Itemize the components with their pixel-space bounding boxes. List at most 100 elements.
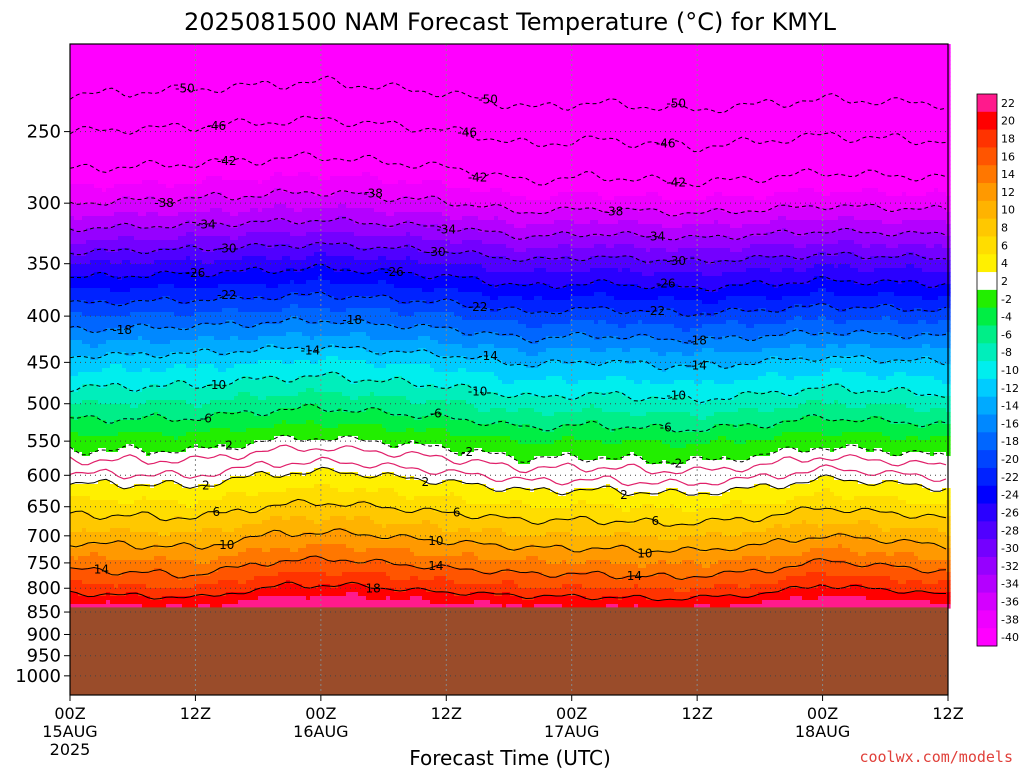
field-cell [118, 272, 123, 277]
field-cell [150, 572, 155, 577]
field-cell [142, 228, 147, 233]
field-cell [166, 328, 171, 333]
field-cell [182, 156, 187, 161]
field-cell [154, 344, 159, 349]
field-cell [86, 500, 91, 505]
field-cell [186, 240, 191, 245]
field-cell [146, 144, 151, 149]
field-cell [114, 96, 119, 101]
field-cell [118, 424, 123, 429]
field-cell [146, 348, 151, 353]
field-cell [190, 84, 195, 89]
field-cell [122, 404, 127, 409]
field-cell [138, 64, 143, 69]
field-cell [86, 380, 91, 385]
field-cell [138, 244, 143, 249]
field-cell [158, 456, 163, 461]
field-cell [118, 116, 123, 121]
field-cell [158, 200, 163, 205]
field-cell [70, 248, 75, 253]
field-cell [206, 52, 211, 57]
field-cell [154, 224, 159, 229]
field-cell [78, 316, 83, 321]
field-cell [134, 500, 139, 505]
field-cell [90, 228, 95, 233]
field-cell [118, 268, 123, 273]
field-cell [170, 200, 175, 205]
field-cell [114, 340, 119, 345]
field-cell [114, 384, 119, 389]
field-cell [146, 232, 151, 237]
field-cell [166, 416, 171, 421]
field-cell [70, 460, 75, 465]
field-cell [154, 580, 159, 585]
field-cell [114, 120, 119, 125]
field-cell [122, 336, 127, 341]
field-cell [122, 504, 127, 509]
field-cell [150, 208, 155, 213]
field-cell [130, 160, 135, 165]
field-cell [74, 464, 79, 469]
field-cell [130, 464, 135, 469]
field-cell [86, 204, 91, 209]
field-cell [182, 116, 187, 121]
field-cell [74, 416, 79, 421]
field-cell [206, 224, 211, 229]
field-cell [146, 260, 151, 265]
field-cell [202, 324, 207, 329]
field-cell [162, 468, 167, 473]
field-cell [174, 508, 179, 513]
field-cell [114, 72, 119, 77]
field-cell [130, 404, 135, 409]
field-cell [174, 424, 179, 429]
field-cell [110, 492, 115, 497]
field-cell [122, 288, 127, 293]
field-cell [210, 84, 215, 89]
field-cell [82, 72, 87, 77]
field-cell [118, 220, 123, 225]
field-cell [142, 448, 147, 453]
field-cell [158, 420, 163, 425]
field-cell [130, 100, 135, 105]
field-cell [102, 204, 107, 209]
field-cell [78, 484, 83, 489]
field-cell [78, 552, 83, 557]
field-cell [94, 272, 99, 277]
field-cell [186, 484, 191, 489]
field-cell [134, 356, 139, 361]
field-cell [74, 452, 79, 457]
field-cell [202, 256, 207, 261]
field-cell [126, 564, 131, 569]
field-cell [138, 184, 143, 189]
field-cell [198, 600, 203, 605]
field-cell [194, 152, 199, 157]
field-cell [182, 268, 187, 273]
field-cell [154, 308, 159, 313]
field-cell [150, 172, 155, 177]
field-cell [74, 212, 79, 217]
field-cell [82, 136, 87, 141]
field-cell [166, 268, 171, 273]
field-cell [138, 484, 143, 489]
field-cell [166, 108, 171, 113]
field-cell [118, 448, 123, 453]
field-cell [174, 364, 179, 369]
field-cell [162, 500, 167, 505]
field-cell [118, 432, 123, 437]
field-cell [134, 340, 139, 345]
field-cell [122, 208, 127, 213]
field-cell [146, 336, 151, 341]
field-cell [126, 96, 131, 101]
field-cell [162, 412, 167, 417]
field-cell [202, 300, 207, 305]
field-cell [98, 128, 103, 133]
field-cell [170, 184, 175, 189]
field-cell [106, 472, 111, 477]
field-cell [74, 164, 79, 169]
field-cell [138, 44, 143, 49]
field-cell [126, 308, 131, 313]
field-cell [198, 364, 203, 369]
field-cell [190, 200, 195, 205]
field-cell [182, 260, 187, 265]
